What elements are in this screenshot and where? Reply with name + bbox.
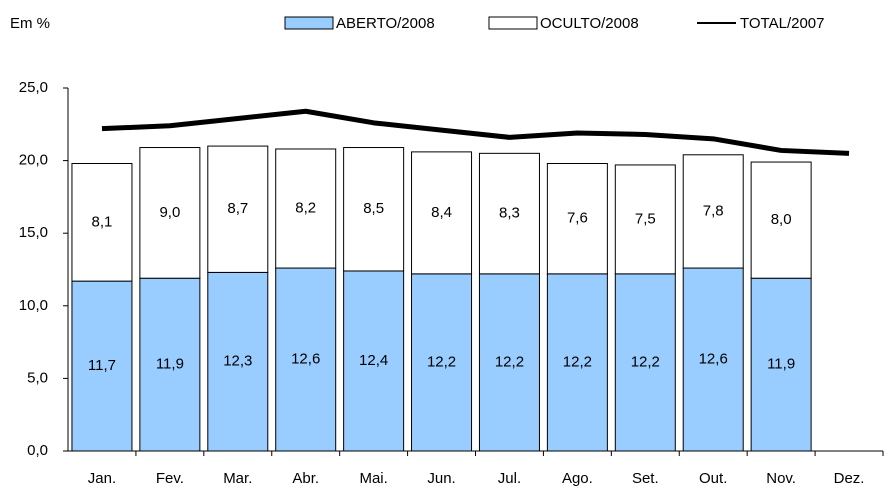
- x-tick-label: Jan.: [88, 470, 116, 487]
- legend: ABERTO/2008 OCULTO/2008 TOTAL/2007: [284, 15, 825, 32]
- x-tick-label: Dez.: [834, 470, 865, 487]
- y-tick-label: 15,0: [19, 224, 48, 241]
- bar-segment: [275, 148, 337, 269]
- x-tick-label: Mar.: [223, 470, 252, 487]
- bar-segment: [614, 273, 676, 452]
- bar-segment: [139, 147, 201, 279]
- bar-segment: [546, 273, 608, 452]
- legend-swatch: [488, 16, 538, 30]
- bar-segment: [71, 280, 133, 452]
- x-tick-label: Fev.: [156, 470, 184, 487]
- y-tick-label: 10,0: [19, 297, 48, 314]
- value-label: 11,9: [767, 356, 795, 373]
- chart-title: Em %: [10, 15, 50, 32]
- value-label: 12,2: [631, 353, 660, 370]
- bar-segment: [614, 164, 676, 275]
- bar-segment: [411, 151, 473, 275]
- value-label: 8,7: [227, 200, 248, 217]
- legend-label: OCULTO/2008: [540, 15, 639, 32]
- bar-segment: [750, 161, 812, 279]
- value-label: 8,2: [295, 199, 316, 216]
- bar-segment: [71, 163, 133, 282]
- value-label: 11,9: [156, 356, 184, 373]
- value-label: 8,4: [431, 204, 452, 221]
- bar-segment: [343, 147, 405, 272]
- bar-segment: [478, 152, 540, 275]
- value-label: 12,6: [291, 350, 320, 367]
- value-label: 8,0: [771, 211, 792, 228]
- value-label: 12,2: [427, 353, 456, 370]
- value-label: 12,6: [699, 350, 728, 367]
- bar-segment: [343, 270, 405, 452]
- y-tick-label: 0,0: [27, 442, 48, 459]
- bar-segment: [275, 267, 337, 452]
- x-tick-label: Jun.: [427, 470, 455, 487]
- value-label: 9,0: [159, 204, 180, 221]
- x-tick-label: Mai.: [359, 470, 387, 487]
- line-series: [101, 108, 850, 156]
- y-tick-label: 5,0: [27, 369, 48, 386]
- y-tick-label: 20,0: [19, 152, 48, 169]
- bar-segment: [750, 277, 812, 452]
- legend-label: TOTAL/2007: [740, 15, 825, 32]
- legend-swatch: [284, 16, 334, 30]
- value-label: 12,3: [223, 353, 252, 370]
- bar-segment: [207, 145, 269, 273]
- x-tick-label: Ago.: [562, 470, 593, 487]
- value-label: 11,7: [88, 357, 116, 374]
- y-tick-label: 25,0: [19, 79, 48, 96]
- value-label: 7,5: [635, 210, 656, 227]
- value-label: 12,2: [563, 353, 592, 370]
- value-label: 8,1: [92, 213, 113, 230]
- bar-segment: [682, 267, 744, 452]
- x-tick-label: Set.: [632, 470, 659, 487]
- value-label: 12,4: [359, 352, 388, 369]
- bar-segment: [682, 154, 744, 269]
- value-label: 7,8: [703, 202, 724, 219]
- value-label: 8,3: [499, 205, 520, 222]
- x-tick-label: Jul.: [498, 470, 521, 487]
- x-tick-label: Out.: [699, 470, 727, 487]
- x-tick-label: Abr.: [292, 470, 319, 487]
- x-tick-label: Nov.: [766, 470, 796, 487]
- value-label: 12,2: [495, 353, 524, 370]
- legend-label: ABERTO/2008: [336, 15, 435, 32]
- value-label: 8,5: [363, 200, 384, 217]
- value-label: 7,6: [567, 210, 588, 227]
- bar-segment: [207, 271, 269, 452]
- bar-segment: [546, 163, 608, 275]
